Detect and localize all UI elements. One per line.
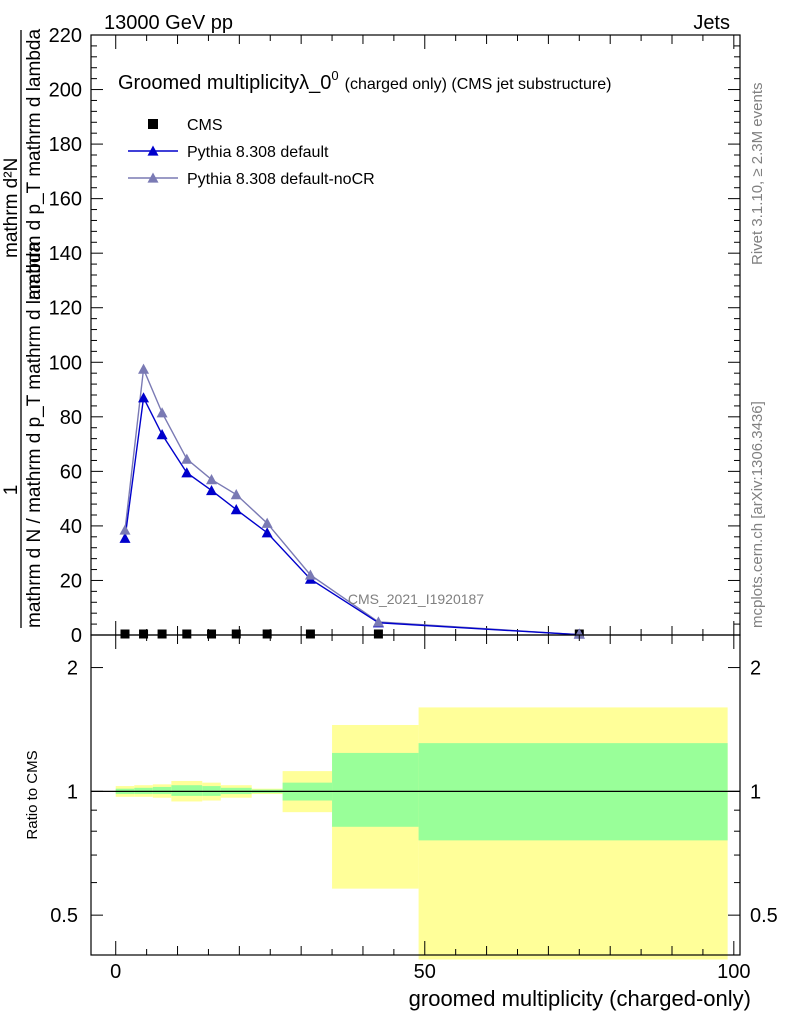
- mc-data-point: [261, 517, 273, 528]
- mc-data-point: [573, 628, 585, 639]
- mc-data-point: [372, 616, 384, 627]
- ratio-y-axis-label: Ratio to CMS: [24, 750, 41, 839]
- y-tick-label: 120: [49, 298, 82, 320]
- energy-label: 13000 GeV pp: [104, 12, 233, 34]
- y-tick-label: 160: [49, 189, 82, 211]
- cms-data-point: [139, 629, 149, 639]
- cms-data-point: [305, 629, 315, 639]
- ratio-y-tick-label: 1: [67, 781, 78, 803]
- mc-data-point: [230, 504, 242, 515]
- ratio-stat-band: [332, 752, 419, 827]
- y-tick-label: 60: [60, 461, 82, 483]
- mc-data-point: [138, 392, 150, 403]
- y-tick-label: 40: [60, 516, 82, 538]
- cms-data-point: [373, 629, 383, 639]
- main-y-ticks: 0 20 40 60 80 100 120 140 160 180 200 220: [49, 25, 740, 647]
- y-tick-label: 20: [60, 570, 82, 592]
- ratio-y-tick-label-right: 1: [750, 781, 761, 803]
- title-superscript: 0: [331, 68, 338, 83]
- rivet-label: Rivet 3.1.10, ≥ 2.3M events: [749, 83, 766, 266]
- series-line: [124, 366, 580, 636]
- x-tick-label: 100: [717, 961, 750, 983]
- mc-data-point: [230, 489, 242, 500]
- ratio-panel: 0.5 0.5 1 1 2 2 0 50 100 Ratio to CMS groomed m…: [24, 634, 778, 1011]
- legend-marker-triangle: [147, 145, 159, 156]
- y-tick-label: 80: [60, 407, 82, 429]
- legend-label: Pythia 8.308 default-noCR: [187, 171, 375, 188]
- legend-entry: CMS: [148, 117, 223, 134]
- y-tick-label: 100: [49, 352, 82, 374]
- ratio-stat-band: [171, 785, 203, 796]
- main-title: Groomed multiplicityλ_00 (charged only) (…: [112, 64, 724, 100]
- legend-label: CMS: [187, 117, 223, 134]
- legend-entry: Pythia 8.308 default: [128, 144, 329, 161]
- ylabel-top: 1: [1, 485, 22, 496]
- x-axis-label: groomed multiplicity (charged-only): [409, 986, 751, 1011]
- ratio-bands: [115, 707, 728, 960]
- cms-data-point: [157, 629, 167, 639]
- cms-data-point: [207, 629, 217, 639]
- ratio-y-ticks: 0.5 0.5 1 1 2 2: [50, 658, 778, 956]
- main-series: [119, 363, 585, 639]
- category-label: Jets: [693, 12, 730, 34]
- mc-data-point: [156, 429, 168, 440]
- y-tick-label: 0: [71, 625, 82, 647]
- mc-data-point: [119, 524, 131, 535]
- title-backdrop: [112, 64, 724, 100]
- mc-data-point: [304, 569, 316, 580]
- ratio-x-ticks: 0 50 100: [110, 635, 751, 983]
- cms-data-point: [120, 629, 130, 639]
- ratio-y-tick-label: 2: [67, 658, 78, 680]
- y-tick-label: 140: [49, 243, 82, 265]
- main-panel: 0 20 40 60 80 100 120 140 160 180 200 220 CMS_2021_…: [49, 25, 741, 647]
- mc-data-point: [119, 532, 131, 543]
- title-suffix: (charged only) (CMS jet substructure): [345, 76, 612, 93]
- y-tick-label: 220: [49, 25, 82, 47]
- title-main: Groomed multiplicityλ_00 (charged only) (…: [118, 68, 611, 94]
- mc-data-point: [181, 467, 193, 478]
- ylabel-right-numerator: mathrm d²N: [1, 158, 22, 258]
- legend-marker-square: [148, 119, 158, 129]
- legend-entry: Pythia 8.308 default-noCR: [128, 171, 375, 188]
- mc-data-point: [181, 453, 193, 464]
- x-tick-label: 0: [110, 961, 121, 983]
- ylabel-bottom: mathrm d N / mathrm d p_T mathrm d lambd…: [24, 241, 45, 628]
- mc-data-point: [261, 527, 273, 538]
- ratio-y-tick-label-right: 0.5: [750, 905, 778, 927]
- x-tick-label: 50: [414, 961, 436, 983]
- ratio-frame: [90, 634, 741, 956]
- ylabel-right-denominator: mathrm d p_T mathrm d lambda: [24, 29, 45, 300]
- series-line: [124, 395, 580, 636]
- main-x-ticks: [115, 35, 735, 635]
- y-tick-label: 200: [49, 80, 82, 102]
- mcplots-label: mcplots.cern.ch [arXiv:1306.3436]: [749, 401, 766, 628]
- cms-data-point: [182, 629, 192, 639]
- mc-data-point: [138, 363, 150, 374]
- legend: CMS Pythia 8.308 default Pythia 8.308 defa…: [128, 117, 375, 188]
- cms-data-point: [231, 629, 241, 639]
- analysis-watermark: CMS_2021_I1920187: [348, 591, 484, 607]
- cms-data-point: [262, 629, 272, 639]
- mc-data-point: [206, 474, 218, 485]
- legend-marker-triangle: [147, 172, 159, 183]
- ratio-stat-band: [152, 786, 172, 795]
- main-y-axis-label: 1 mathrm d N / mathrm d p_T mathrm d lam…: [1, 29, 45, 628]
- ratio-y-tick-label-right: 2: [750, 658, 761, 680]
- mc-data-point: [206, 484, 218, 496]
- title-text: Groomed multiplicityλ_0: [118, 72, 331, 94]
- y-tick-label: 180: [49, 134, 82, 156]
- legend-label: Pythia 8.308 default: [187, 144, 329, 161]
- mc-data-point: [156, 407, 168, 418]
- ratio-y-tick-label: 0.5: [50, 905, 78, 927]
